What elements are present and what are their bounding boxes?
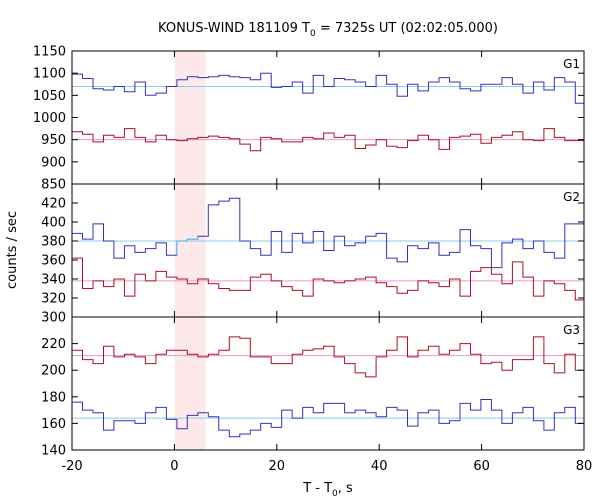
series-blue-g3	[72, 399, 584, 438]
y-tick-label: 300	[41, 311, 66, 326]
panel-g1: 850 900 950 1000 1050 1100 1150 G1	[33, 45, 585, 193]
series-red-g2	[72, 257, 584, 301]
x-tick-label: -20	[61, 459, 82, 474]
panel-label: G1	[563, 57, 580, 71]
chart-title: KONUS-WIND 181109 T0 = 7325s UT (02:02:0…	[158, 21, 498, 39]
x-tick-label: 20	[269, 459, 286, 474]
y-tick-label: 900	[41, 155, 66, 170]
y-tick-label: 420	[41, 197, 66, 212]
y-axis-label: counts / sec	[5, 211, 20, 289]
series-blue-g2	[72, 197, 584, 269]
y-tick-label: 140	[41, 444, 66, 459]
y-tick-label: 950	[41, 133, 66, 148]
y-tick-label: 1000	[33, 111, 66, 126]
y-tick-label: 1150	[33, 45, 66, 60]
y-tick-label: 850	[41, 178, 66, 193]
panel-label: G3	[563, 323, 580, 337]
series-blue-g1	[72, 72, 584, 104]
panel-frame	[71, 316, 585, 451]
x-tick-label: 80	[576, 459, 593, 474]
chart-title-subscript: 0	[310, 29, 316, 39]
y-tick-label: 380	[41, 235, 66, 250]
x-tick-label: 60	[473, 459, 490, 474]
x-axis-label: T - T0, s	[302, 481, 353, 499]
highlight-band	[174, 51, 206, 450]
y-tick-label: 160	[41, 417, 66, 432]
plot-area: 8509009501000105011001150G13003203403603…	[33, 45, 592, 475]
y-tick-label: 1100	[33, 67, 66, 82]
y-tick-label: 320	[41, 292, 66, 307]
panel-g3: 140 160 180 200 220 G3	[41, 316, 585, 459]
y-tick-label: 1050	[33, 89, 66, 104]
x-axis-label-subscript: 0	[332, 489, 338, 499]
y-tick-label: 360	[41, 254, 66, 269]
series-red-g3	[72, 336, 584, 378]
x-tick-label: 40	[371, 459, 388, 474]
y-tick-label: 220	[41, 337, 66, 352]
panel-g2: 300 320 340 360 380 400 420 G2	[41, 183, 585, 326]
series-highlight-bins	[176, 236, 199, 256]
series-red-g1	[72, 128, 584, 152]
y-tick-label: 200	[41, 364, 66, 379]
y-tick-label: 180	[41, 390, 66, 405]
x-tick-label: 0	[170, 459, 178, 474]
panel-frame	[71, 50, 585, 185]
y-tick-label: 400	[41, 216, 66, 231]
y-tick-label: 340	[41, 273, 66, 288]
panel-label: G2	[563, 190, 580, 204]
